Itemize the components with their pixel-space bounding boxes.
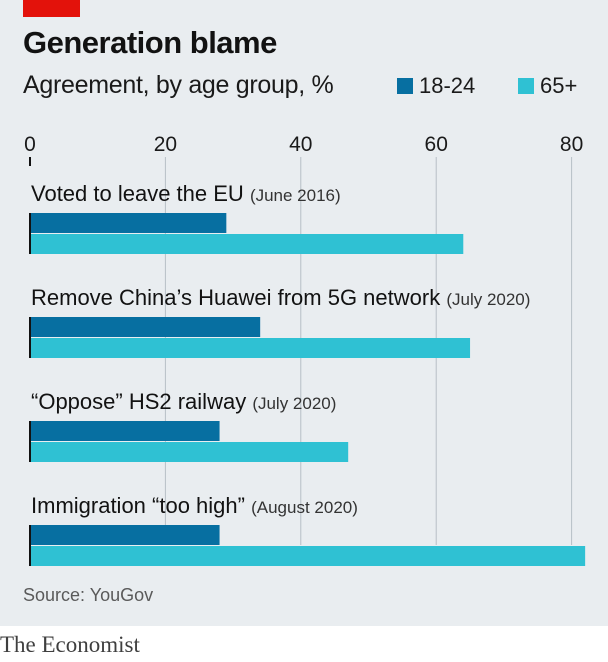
chart-panel (0, 0, 608, 626)
bar-18-24-4 (30, 525, 220, 545)
bar-65-plus-4 (30, 546, 586, 566)
chart-title: Generation blame (23, 25, 277, 60)
bar-65-plus-2 (30, 338, 471, 358)
source-note: Source: YouGov (23, 585, 154, 605)
x-tick-label-20: 20 (154, 133, 177, 156)
legend-swatch-65-plus (518, 78, 534, 94)
x-tick-label-0: 0 (24, 133, 36, 156)
brand-wordmark: The Economist (0, 632, 140, 657)
x-tick-label-80: 80 (560, 133, 583, 156)
brand-red-tab (23, 0, 80, 17)
category-label-3: “Oppose” HS2 railway (July 2020) (31, 389, 336, 414)
legend-label-18-24: 18-24 (419, 73, 476, 98)
x-tick-label-60: 60 (425, 133, 448, 156)
bar-18-24-1 (30, 213, 227, 233)
bar-chart: 0 20 40 60 80 Voted to leave the EU (June 201… (24, 133, 586, 566)
legend-item-65-plus: 65+ (518, 73, 577, 99)
category-label-4: Immigration “too high” (August 2020) (31, 493, 358, 518)
legend-label-65-plus: 65+ (540, 73, 578, 98)
legend-swatch-18-24 (397, 78, 413, 94)
bar-65-plus-3 (30, 442, 349, 462)
legend-item-18-24: 18-24 (397, 73, 475, 99)
x-tick-label-40: 40 (289, 133, 312, 156)
bar-18-24-3 (30, 421, 220, 441)
category-label-2: Remove China’s Huawei from 5G network (J… (31, 285, 530, 310)
bar-18-24-2 (30, 317, 261, 337)
chart-subtitle: Agreement, by age group, % (23, 71, 334, 99)
category-label-1: Voted to leave the EU (June 2016) (31, 181, 341, 206)
bar-65-plus-1 (30, 234, 464, 254)
